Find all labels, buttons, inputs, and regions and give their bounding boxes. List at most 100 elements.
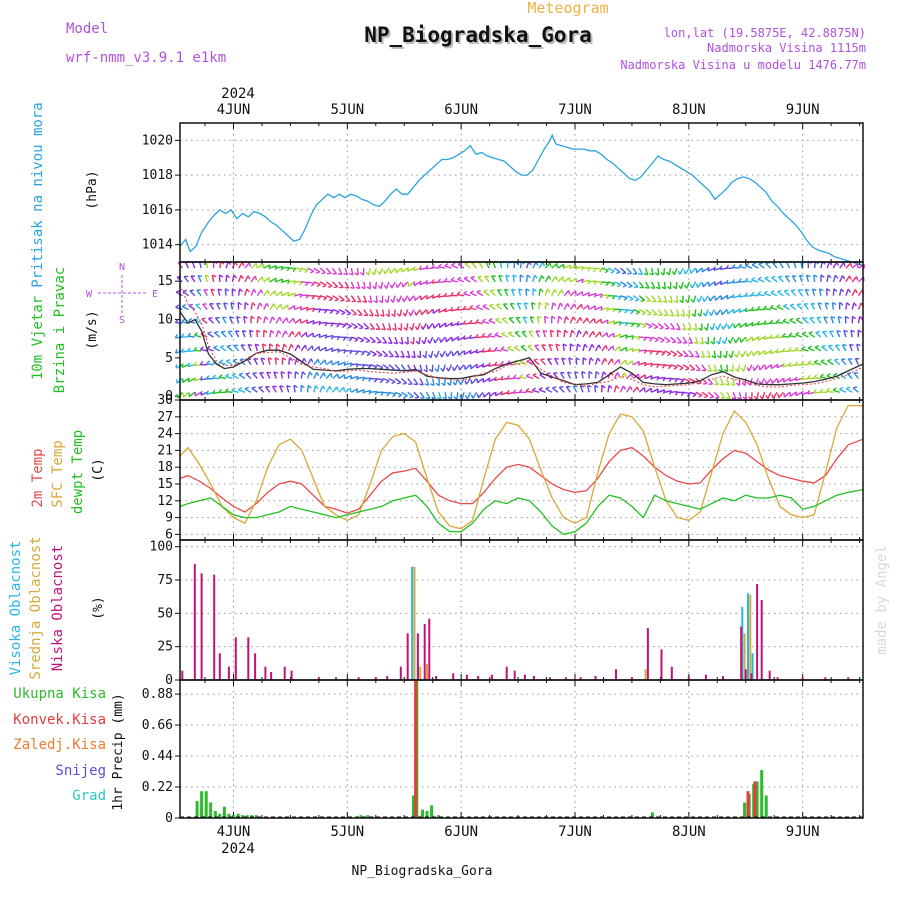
wind-barb bbox=[695, 323, 698, 331]
wind-barb bbox=[416, 323, 421, 331]
wind-barb-flag bbox=[387, 342, 393, 345]
wind-barb bbox=[532, 261, 537, 269]
wind-barb-flag bbox=[425, 264, 429, 270]
wind-barb bbox=[256, 316, 259, 324]
wind-barb bbox=[484, 276, 490, 283]
wind-barb bbox=[470, 277, 477, 283]
wind-barb bbox=[638, 308, 646, 314]
wind-barb-flag bbox=[329, 386, 333, 391]
wind-barb-flag bbox=[494, 346, 498, 351]
wind-barb bbox=[344, 322, 352, 327]
cloud-bar bbox=[615, 669, 617, 680]
wind-barb bbox=[639, 349, 647, 352]
cloud-bar bbox=[776, 677, 779, 680]
cloud-bar bbox=[722, 676, 724, 680]
wind-barb bbox=[181, 364, 189, 369]
wind-barb-flag bbox=[244, 301, 249, 306]
wind-barb-flag bbox=[794, 376, 798, 381]
wind-barb-flag bbox=[676, 328, 681, 331]
wind-barb bbox=[225, 375, 233, 380]
wind-barb-flag bbox=[718, 369, 723, 373]
wind-barb bbox=[795, 391, 803, 397]
wind-barb-flag bbox=[212, 374, 216, 379]
wind-barb-flag bbox=[777, 393, 780, 398]
wind-barb bbox=[701, 364, 707, 371]
wind-barb bbox=[454, 378, 459, 386]
wind-barb bbox=[538, 288, 541, 296]
cloud-bar bbox=[247, 637, 250, 680]
wind-barb-flag bbox=[650, 286, 655, 290]
wind-barb-flag bbox=[599, 331, 602, 336]
wind-barb bbox=[212, 391, 220, 395]
wind-barb bbox=[563, 330, 566, 338]
wind-barb bbox=[563, 303, 569, 310]
wind-barb bbox=[626, 335, 634, 338]
wind-barb bbox=[338, 374, 345, 380]
model-elevation: Nadmorska Visina u modelu 1476.77m bbox=[620, 58, 866, 72]
wind-barb bbox=[551, 289, 556, 296]
cloud-bar bbox=[264, 666, 267, 680]
legend-snow: Snijeg bbox=[55, 763, 106, 779]
wind-barb-flag bbox=[541, 275, 545, 280]
precip-bar bbox=[236, 813, 240, 818]
legend-conv-precip: Konvek.Kisa bbox=[13, 712, 106, 728]
wind-barb-flag bbox=[611, 295, 616, 300]
wind-barb bbox=[839, 261, 845, 269]
wind-barb bbox=[670, 364, 678, 368]
wind-barb bbox=[832, 261, 838, 269]
wind-barb bbox=[319, 308, 328, 311]
wind-barb-flag bbox=[573, 303, 577, 308]
wind-barb bbox=[688, 350, 695, 357]
wind-barb-flag bbox=[254, 275, 258, 281]
wind-barb-flag bbox=[283, 343, 288, 348]
temp-ytick-label: 27 bbox=[157, 410, 173, 425]
wind-barb bbox=[525, 288, 528, 296]
wind-barb bbox=[476, 364, 484, 369]
wind-barb-flag bbox=[618, 359, 621, 364]
wind-barb bbox=[711, 323, 716, 331]
wind-barb-flag bbox=[782, 318, 787, 322]
wind-barb-flag bbox=[231, 288, 237, 292]
wind-ytick-label: 15 bbox=[157, 274, 173, 289]
wind-barb bbox=[704, 309, 709, 317]
wind-barb bbox=[427, 322, 434, 330]
wind-barb bbox=[657, 281, 661, 289]
precip-ytick-label: 0.88 bbox=[142, 687, 173, 702]
wind-barb-flag bbox=[481, 333, 486, 338]
wind-barb-flag bbox=[801, 346, 806, 350]
wind-barb-flag bbox=[519, 359, 525, 363]
wind-barb bbox=[843, 330, 847, 338]
wind-barb bbox=[751, 279, 759, 283]
wind-barb bbox=[574, 371, 578, 379]
wind-barb-flag bbox=[792, 275, 797, 277]
wind-barb-flag bbox=[600, 306, 603, 311]
wind-barb bbox=[236, 316, 240, 324]
top-day-label: 5JUN bbox=[330, 102, 364, 118]
wind-barb-flag bbox=[636, 386, 640, 391]
wind-barb bbox=[463, 322, 471, 325]
wind-barb bbox=[601, 358, 606, 365]
wind-barb-flag bbox=[312, 320, 315, 325]
wind-barb-flag bbox=[575, 265, 578, 270]
cloud-bar bbox=[218, 653, 221, 680]
wind-barb bbox=[325, 372, 332, 379]
wind-barb bbox=[313, 371, 318, 379]
wind-barb-flag bbox=[776, 363, 779, 368]
wind-barb bbox=[338, 295, 345, 301]
wind-barb-flag bbox=[392, 327, 397, 331]
wind-barb bbox=[798, 275, 803, 283]
wind-barb-flag bbox=[795, 331, 800, 336]
wind-barb bbox=[325, 360, 333, 366]
wind-barb-flag bbox=[668, 300, 673, 304]
wind-barb bbox=[281, 343, 285, 352]
wind-barb bbox=[313, 358, 319, 366]
wind-barb-flag bbox=[469, 290, 474, 294]
wind-barb bbox=[206, 391, 214, 395]
wind-barb bbox=[758, 350, 765, 356]
wind-barb bbox=[288, 330, 294, 338]
wind-barb bbox=[375, 350, 383, 356]
wind-barb-flag bbox=[665, 327, 670, 330]
wind-barb bbox=[465, 378, 471, 385]
wind-barb bbox=[489, 391, 496, 398]
wind-barb bbox=[747, 350, 753, 357]
